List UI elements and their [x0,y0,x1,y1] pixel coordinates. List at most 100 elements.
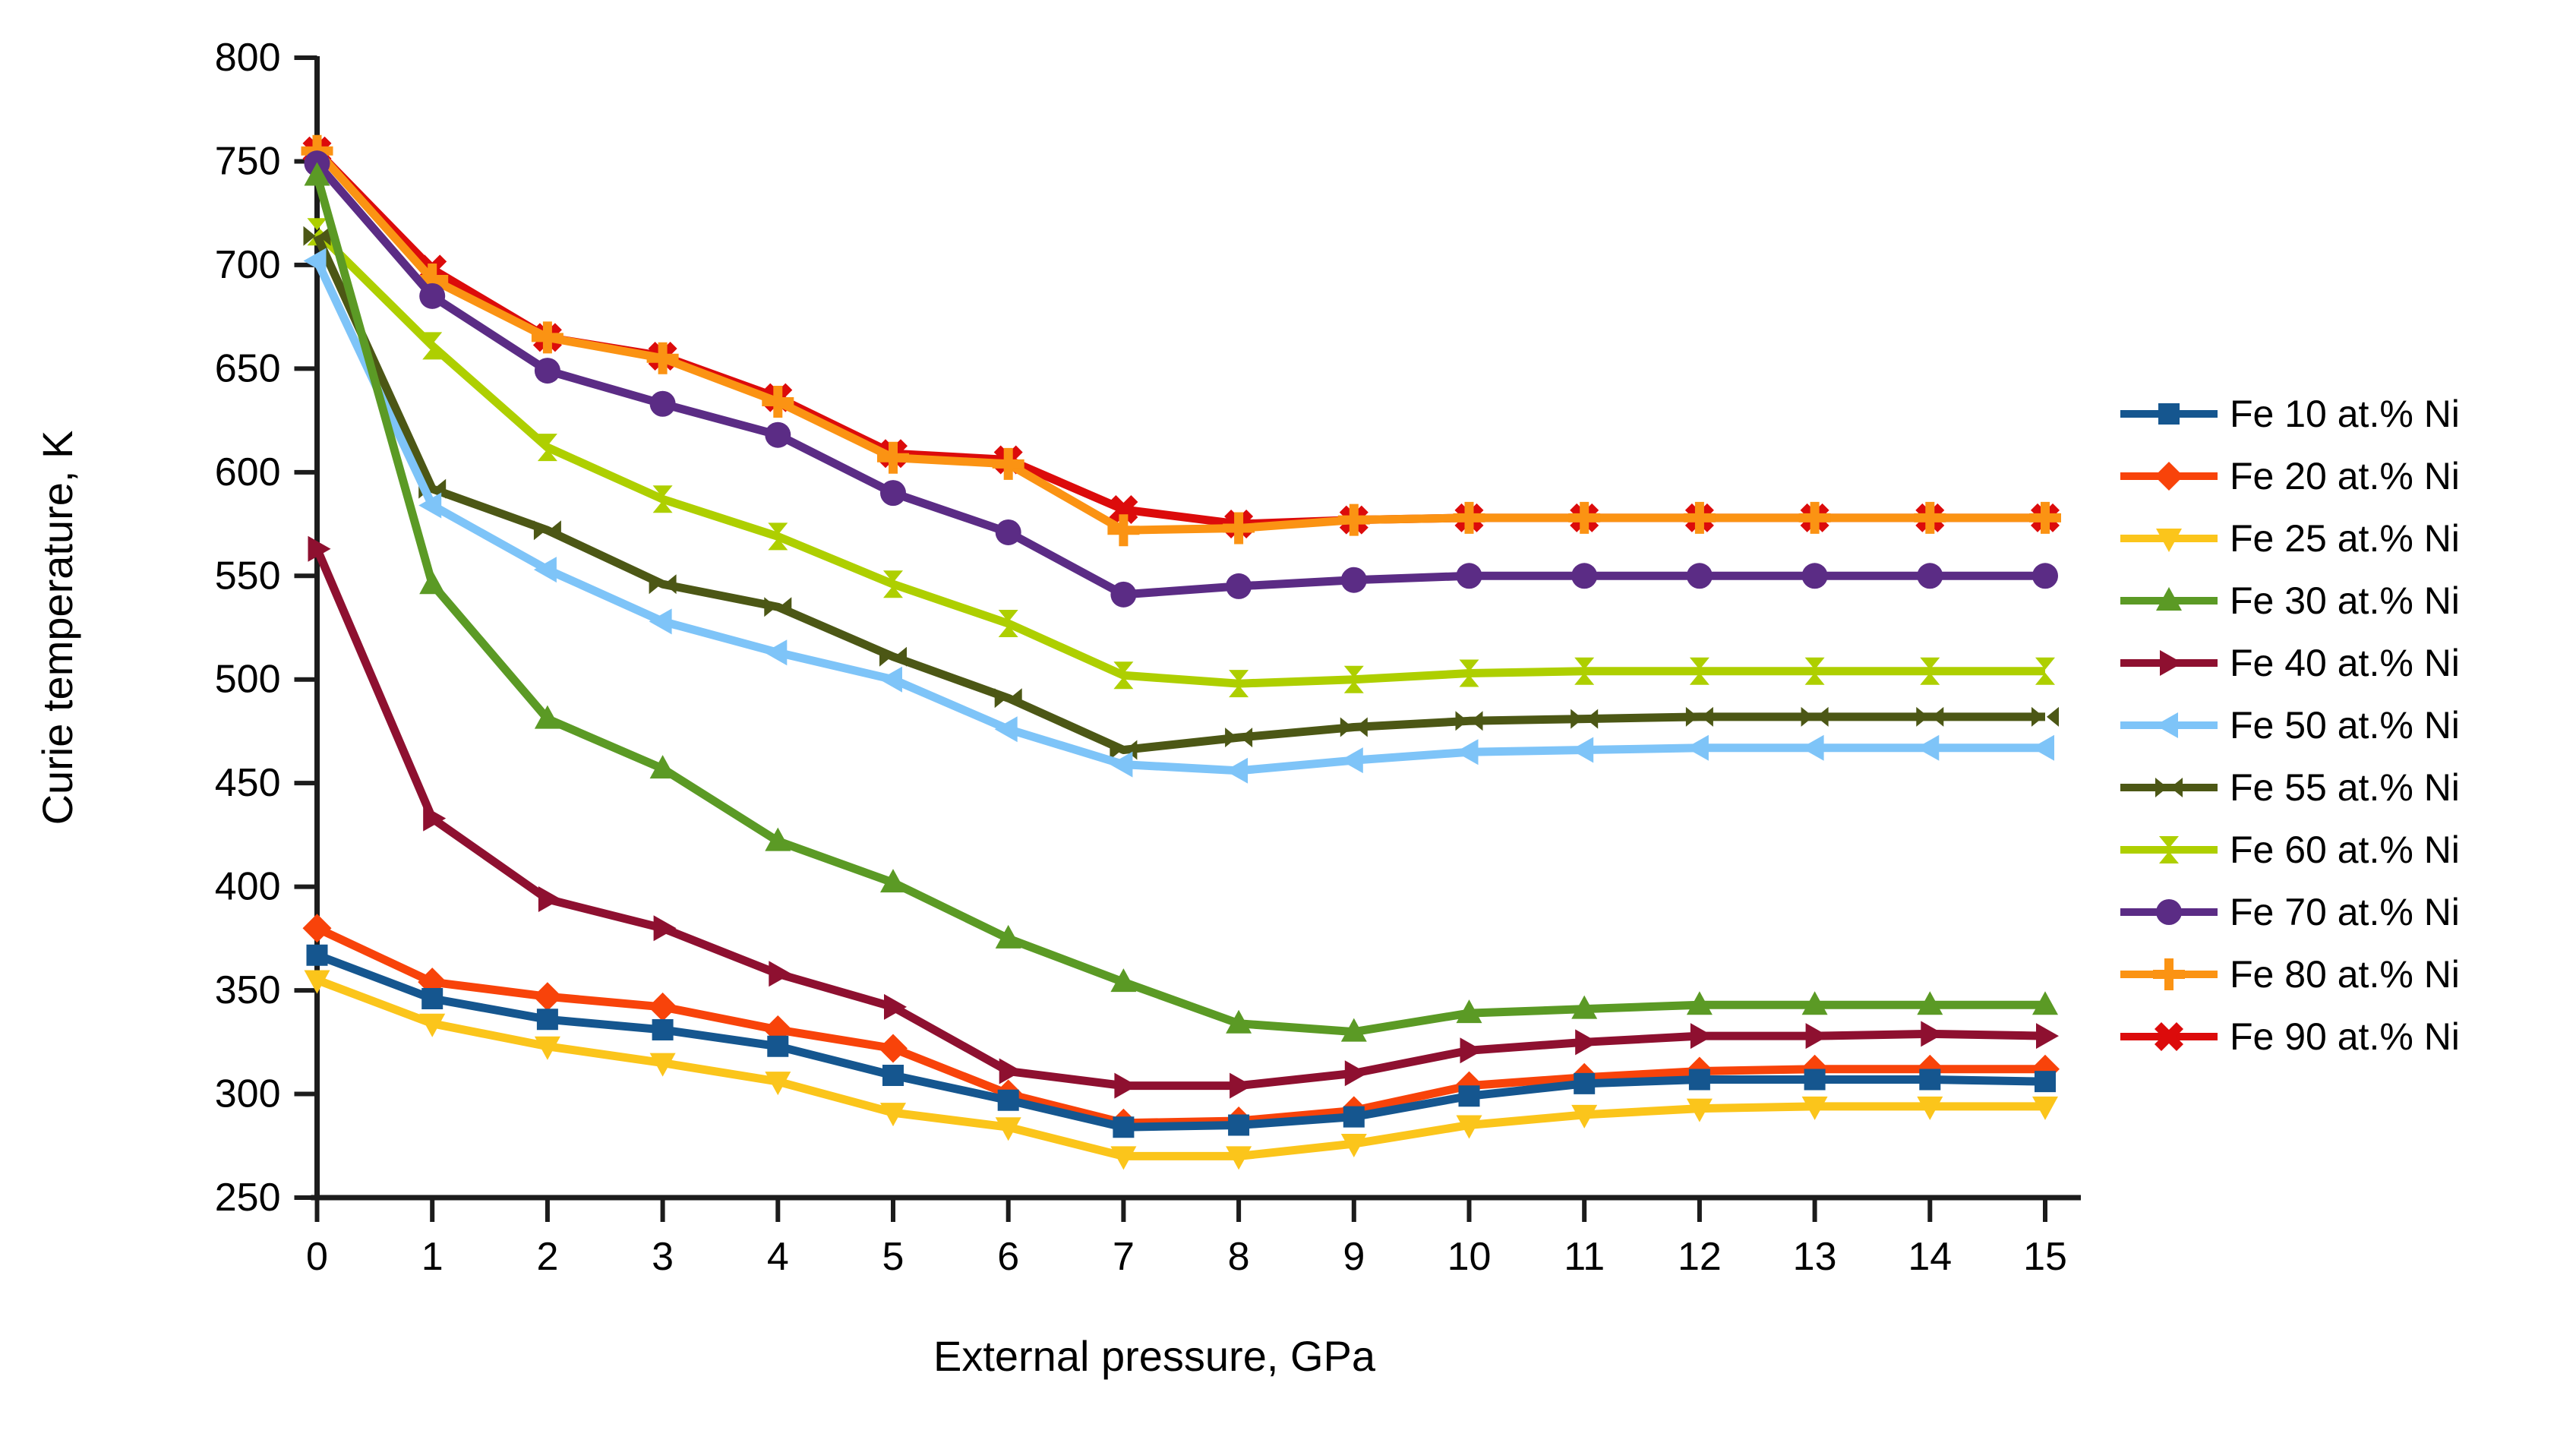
data-point [1110,751,1133,778]
x-tick-label: 1 [421,1235,444,1279]
data-point [538,886,561,913]
y-tick-label: 300 [215,1072,281,1116]
x-tick-label: 7 [1113,1235,1135,1279]
x-tick-label: 15 [2023,1235,2067,1279]
data-point [1914,501,1946,534]
data-point [1226,1009,1252,1034]
legend-marker-icon [2120,899,2218,925]
x-tick-label: 11 [1564,1235,1605,1279]
legend-item-3: Fe 25 at.% Ni [2119,507,2460,570]
data-point [1459,659,1479,687]
x-tick-label: 5 [882,1235,904,1279]
y-tick-label: 350 [215,968,281,1012]
data-point [1344,1060,1368,1087]
data-point [765,1072,791,1096]
legend-item-label: Fe 55 at.% Ni [2230,766,2460,809]
x-tick-label: 13 [1793,1235,1837,1279]
data-point [1917,563,1943,589]
data-point [2031,706,2059,727]
legend-item-5: Fe 40 at.% Ni [2119,632,2460,694]
data-point [768,522,788,551]
data-point [534,705,560,729]
legend-item-8: Fe 60 at.% Ni [2119,819,2460,881]
x-tick-label: 4 [767,1235,789,1279]
x-tick-label: 3 [652,1235,674,1279]
data-point [416,264,449,296]
data-point [1228,1114,1250,1136]
data-point [1456,999,1482,1024]
data-point [652,485,673,513]
legend-item-label: Fe 50 at.% Ni [2230,704,2460,747]
legend-marker-icon [2120,712,2218,738]
x-tick-label: 0 [306,1235,328,1279]
legend: Fe 10 at.% Ni Fe 20 at.% Ni Fe 25 at.% Ni F… [2119,383,2460,1068]
data-point [1571,709,1599,729]
data-point [1110,581,1137,608]
data-point [880,480,906,507]
data-point [994,688,1022,709]
series-line-10 [314,148,2045,535]
data-point [421,988,444,1010]
data-point [1109,494,1138,524]
y-tick-label: 500 [215,658,281,702]
data-point [1455,739,1479,766]
data-point [1805,1023,1829,1050]
data-point [999,1058,1022,1084]
y-axis-title: Curie temperature, K [33,431,81,826]
data-point [1226,1146,1252,1170]
data-point [992,447,1024,480]
data-point [1921,1021,1944,1047]
data-point [880,1103,906,1127]
data-point [419,570,446,595]
y-tick-label: 650 [215,346,281,390]
data-point [1230,1072,1253,1099]
data-point [2032,991,2058,1015]
data-point [1574,657,1595,685]
series-line-5 [313,547,2046,1091]
data-point [1340,1018,1367,1042]
data-point [533,520,561,541]
data-point [995,519,1021,545]
data-point [1571,737,1594,763]
data-point [1568,501,1601,534]
data-point [653,915,677,942]
data-point [1114,1072,1138,1099]
data-point [303,248,327,274]
data-point [1804,657,1825,685]
data-point [1340,747,1363,774]
data-point [879,666,902,693]
y-tick-label: 750 [215,139,281,183]
data-point [649,574,677,595]
legend-item-2: Fe 20 at.% Ni [2119,445,2460,507]
data-point [994,716,1018,743]
legend-item-4: Fe 30 at.% Ni [2119,570,2460,632]
y-tick-label: 250 [215,1176,281,1220]
x-tick-label: 12 [1678,1235,1722,1279]
data-point [1110,968,1137,993]
legend-marker-icon [2120,403,2218,425]
data-point [1571,563,1598,589]
series-line-7 [313,234,2045,755]
data-point [1571,1104,1598,1129]
data-point [1456,563,1482,589]
legend-item-label: Fe 90 at.% Ni [2230,1015,2460,1058]
x-tick-label: 14 [1908,1235,1952,1279]
data-point [306,944,328,966]
legend-marker-icon [2120,836,2218,863]
data-point [649,755,676,779]
data-point [1917,991,1943,1015]
data-point [649,390,676,417]
data-point [1801,563,1828,589]
series-line-3 [315,976,2045,1160]
data-point [1683,501,1716,534]
data-point [422,332,443,360]
legend-marker-icon [2120,529,2218,552]
legend-item-6: Fe 50 at.% Ni [2119,694,2460,756]
y-tick-label: 700 [215,243,281,287]
data-point [769,961,792,987]
series-line-8 [314,229,2045,688]
data-point [2036,1023,2059,1050]
data-point [765,827,791,851]
data-point [1226,573,1252,599]
